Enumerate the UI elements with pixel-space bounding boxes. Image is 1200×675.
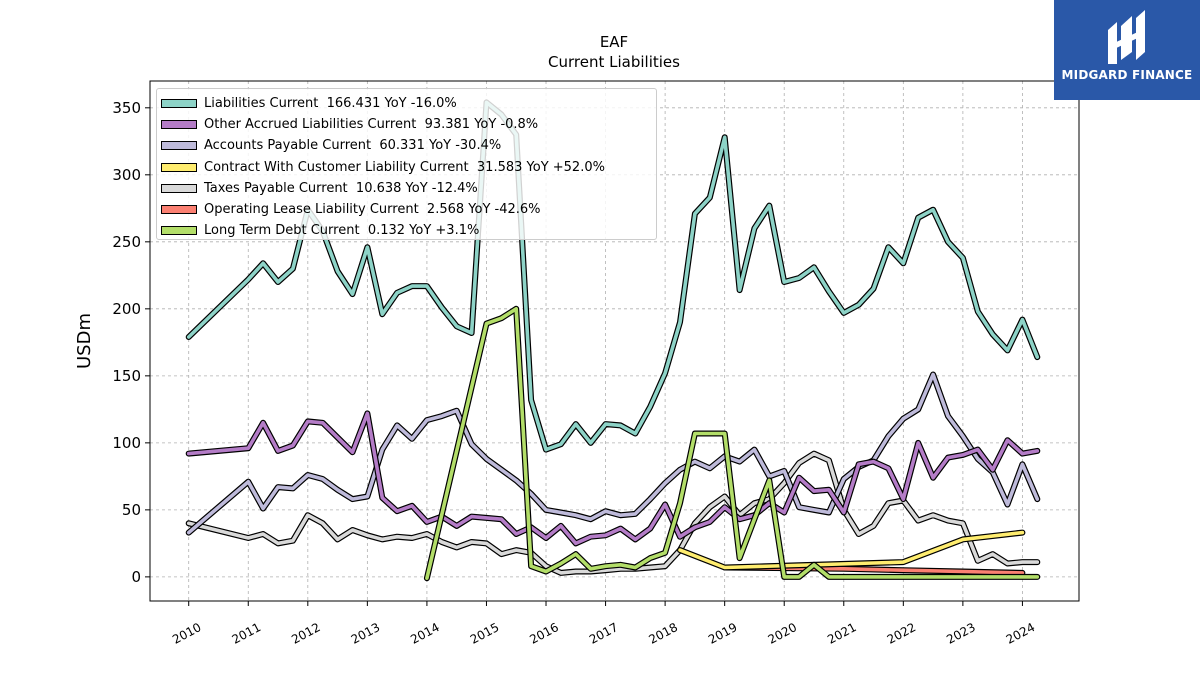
legend-label: Other Accrued Liabilities Current 93.381…: [204, 117, 539, 133]
x-tick-label: 2013: [349, 620, 383, 647]
legend-label: Long Term Debt Current 0.132 YoY +3.1%: [204, 223, 480, 239]
y-tick-label: 0: [131, 568, 141, 586]
series-liabilities-current: [185, 99, 1041, 453]
series-line: [186, 100, 1040, 452]
legend-swatch: [161, 141, 197, 151]
legend-swatch: [161, 99, 197, 109]
series-line: [425, 306, 1040, 581]
x-tick-label: 2017: [587, 620, 621, 647]
x-tick-label: 2021: [825, 620, 859, 647]
series-accounts-payable-current: [185, 371, 1041, 536]
y-tick-label: 250: [112, 233, 141, 251]
legend-swatch: [161, 120, 197, 130]
legend-entry-contract-with-customer-liability: Contract With Customer Liability Current…: [161, 157, 656, 178]
legend-swatch: [161, 226, 197, 236]
y-tick-label: 100: [112, 434, 141, 452]
legend-entry-taxes-payable: Taxes Payable Current 10.638 YoY -12.4%: [161, 178, 656, 199]
series-lines: [185, 99, 1041, 582]
x-tick-label: 2020: [766, 620, 800, 647]
legend-swatch: [161, 205, 197, 215]
logo-text: MIDGARD FINANCE: [1061, 68, 1193, 82]
x-tick-label: 2024: [1004, 620, 1038, 647]
y-tick-label: 350: [112, 99, 141, 117]
series-line: [722, 565, 1025, 575]
y-tick-label: 200: [112, 300, 141, 318]
plot-area-frame: [149, 80, 1080, 602]
series-line: [186, 411, 1040, 546]
x-tick-label: 2022: [885, 620, 919, 647]
y-axis-label: USDm: [74, 313, 95, 369]
legend-label: Liabilities Current 166.431 YoY -16.0%: [204, 96, 457, 112]
x-tick-label: 2016: [527, 620, 561, 647]
legend-swatch: [161, 162, 197, 172]
x-tick-label: 2014: [408, 620, 442, 647]
series-contract-with-customer-liability-current: [677, 529, 1026, 571]
series-long-term-debt-current: [423, 305, 1041, 582]
midgard-finance-logo: MIDGARD FINANCE: [1054, 0, 1200, 100]
series-operating-lease-liability-current: [721, 564, 1026, 576]
x-tick-label: 2010: [170, 620, 204, 647]
midgard-logo-icon: [1108, 10, 1145, 64]
legend-entry-other-accrued-liabilities: Other Accrued Liabilities Current 93.381…: [161, 114, 656, 135]
legend-label: Operating Lease Liability Current 2.568 …: [204, 202, 541, 218]
x-tick-label: 2023: [944, 620, 978, 647]
x-tick-label: 2018: [646, 620, 680, 647]
x-tick-label: 2012: [289, 620, 323, 647]
chart-subtitle: Current Liabilities: [548, 53, 680, 71]
x-tick-label: 2015: [468, 620, 502, 647]
y-tick-label: 150: [112, 367, 141, 385]
legend-swatch: [161, 183, 197, 193]
series-line: [678, 530, 1025, 570]
legend: Liabilities Current 166.431 YoY -16.0% O…: [156, 88, 657, 240]
legend-entry-operating-lease-liability: Operating Lease Liability Current 2.568 …: [161, 199, 656, 220]
chart-title: EAF: [600, 33, 628, 51]
y-tick-label: 50: [122, 501, 141, 519]
y-tick-label: 300: [112, 166, 141, 184]
x-tick-label: 2019: [706, 620, 740, 647]
series-other-accrued-liabilities-current: [185, 410, 1041, 547]
legend-label: Contract With Customer Liability Current…: [204, 159, 605, 175]
legend-entry-liabilities-current: Liabilities Current 166.431 YoY -16.0%: [161, 93, 656, 114]
legend-label: Accounts Payable Current 60.331 YoY -30.…: [204, 138, 502, 154]
x-tick-label: 2011: [230, 620, 264, 647]
series-line: [186, 372, 1040, 535]
legend-entry-accounts-payable: Accounts Payable Current 60.331 YoY -30.…: [161, 135, 656, 156]
legend-label: Taxes Payable Current 10.638 YoY -12.4%: [204, 180, 478, 196]
legend-entry-long-term-debt: Long Term Debt Current 0.132 YoY +3.1%: [161, 220, 656, 241]
